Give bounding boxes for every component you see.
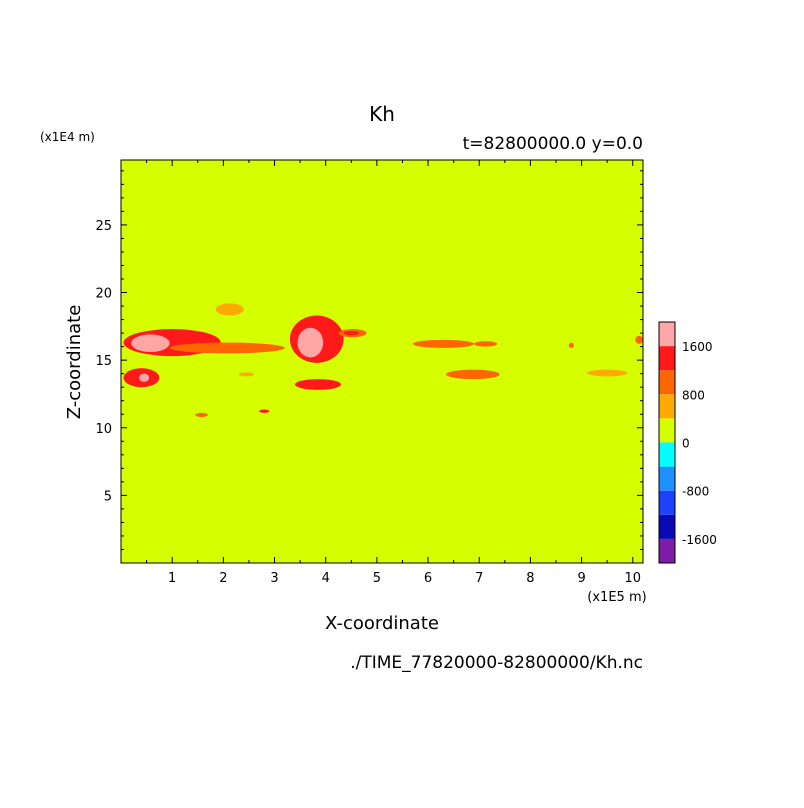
y-tick-label: 25: [95, 219, 112, 234]
plot-background: [121, 160, 643, 563]
heatmap-cell-16: [445, 369, 500, 380]
heatmap-cell-5: [169, 342, 285, 354]
heatmap-cell-17: [568, 342, 574, 348]
colorbar-tick-label: 0: [682, 437, 690, 451]
x-tick-label: 6: [424, 571, 432, 586]
heatmap-cell-12: [259, 409, 270, 413]
y-tick-label: 20: [95, 287, 112, 302]
x-tick-label: 10: [624, 571, 641, 586]
x-axis: 1 2 3 4 5 6 7 8 9 10: [146, 160, 641, 586]
colorbar-swatch: [659, 466, 675, 491]
y-tick-label: 15: [95, 354, 112, 369]
y-tick-label: 10: [95, 422, 112, 437]
heatmap-cell-2: [138, 342, 152, 350]
colorbar-swatch: [659, 538, 675, 563]
heatmap-cell-9: [295, 379, 342, 390]
heatmap-cell-11: [343, 331, 359, 336]
colorbar-tick-label: 800: [682, 388, 705, 402]
x-tick-label: 3: [270, 571, 278, 586]
x-unit-label: (x1E5 m): [587, 590, 646, 605]
chart-title: Kh: [369, 102, 395, 126]
colorbar-swatch: [659, 490, 675, 515]
x-tick-label: 4: [322, 571, 330, 586]
x-axis-label: X-coordinate: [325, 613, 439, 634]
y-tick-label: 5: [104, 489, 112, 504]
colorbar-swatch: [659, 394, 675, 419]
x-tick-label: 1: [168, 571, 176, 586]
y-axis: 5 10 15 20 25: [95, 170, 643, 550]
y-axis-label: Z-coordinate: [64, 305, 85, 420]
heatmap-cell-21: [238, 372, 255, 377]
colorbar-tick-label: -800: [682, 485, 709, 499]
colorbar-frame: [658, 321, 676, 564]
chart-subtitle: t=82800000.0 y=0.0: [463, 134, 643, 154]
colorbar-swatch: [659, 442, 675, 467]
heatmap-cell-15: [474, 341, 498, 347]
heatmap-features: [123, 303, 643, 417]
x-tick-label: 2: [219, 571, 227, 586]
x-tick-label: 5: [373, 571, 381, 586]
heatmap-cell-1: [131, 334, 170, 353]
colorbar-swatch: [659, 418, 675, 443]
colorbar-swatch: [659, 514, 675, 539]
colorbar-swatch: [659, 322, 675, 347]
x-tick-label: 9: [577, 571, 585, 586]
colorbar-swatch: [659, 346, 675, 371]
colorbar-tick-label: 1600: [682, 340, 713, 354]
heatmap-cell-19: [635, 335, 643, 344]
colorbar: 1600 800 0 -800 -1600: [658, 321, 717, 564]
heatmap-cell-8: [302, 338, 316, 355]
colorbar-swatch: [659, 370, 675, 395]
x-tick-label: 7: [475, 571, 483, 586]
y-unit-label: (x1E4 m): [40, 130, 95, 144]
x-tick-label: 8: [526, 571, 534, 586]
heatmap-cell-13: [195, 412, 208, 417]
source-file-label: ./TIME_77820000-82800000/Kh.nc: [350, 653, 643, 673]
plot-frame: [120, 159, 644, 564]
plot-area: [120, 159, 644, 564]
heatmap-cell-14: [412, 339, 475, 348]
heatmap-cell-18: [586, 369, 628, 377]
heatmap-cell-4: [138, 373, 150, 382]
heatmap-cell-20: [215, 303, 244, 316]
colorbar-tick-label: -1600: [682, 533, 717, 547]
